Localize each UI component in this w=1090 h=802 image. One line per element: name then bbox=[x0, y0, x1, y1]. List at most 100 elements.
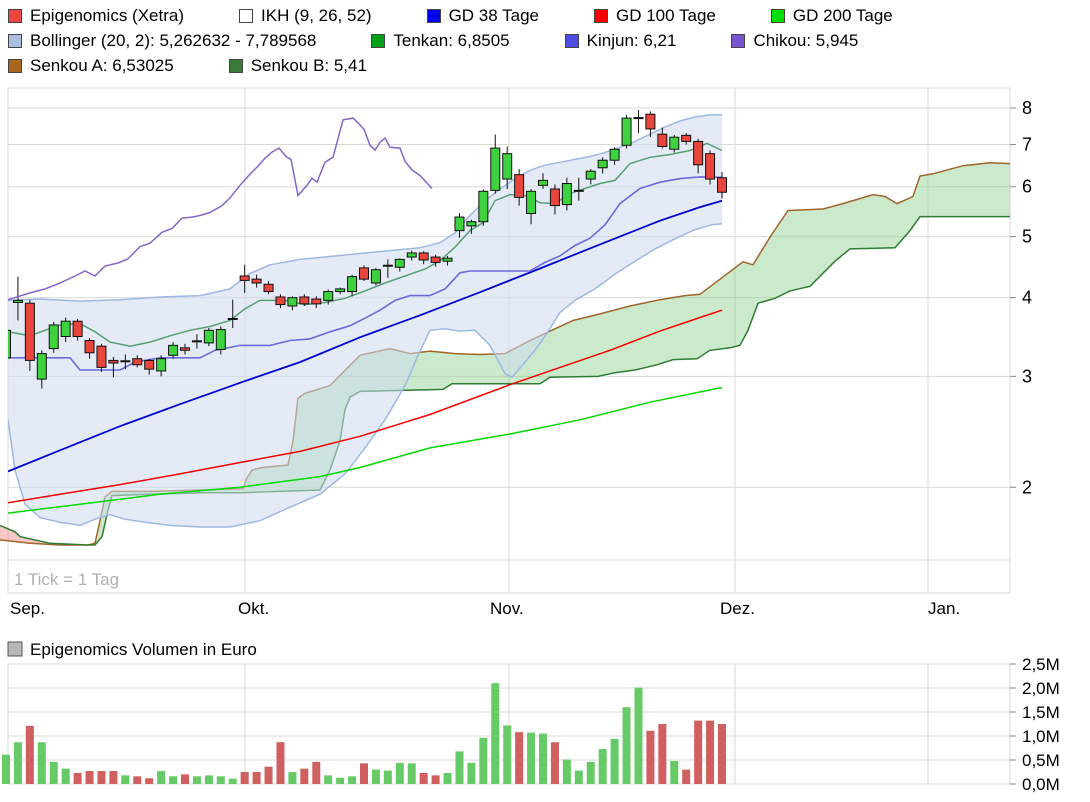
volume-bar bbox=[157, 771, 166, 784]
candle bbox=[24, 299, 35, 371]
volume-bar bbox=[336, 777, 345, 784]
chikou-line bbox=[8, 117, 433, 301]
candle bbox=[335, 287, 346, 295]
candle bbox=[215, 326, 226, 355]
legend-item-epigenomics: Epigenomics (Xetra) bbox=[8, 6, 184, 26]
volume-bar bbox=[586, 761, 595, 784]
candle bbox=[418, 251, 429, 265]
y-axis-label: 4 bbox=[1022, 288, 1032, 308]
legend-label-senkou_b: Senkou B: 5,41 bbox=[250, 56, 367, 75]
volume-bars bbox=[2, 683, 726, 784]
volume-bar bbox=[264, 766, 273, 784]
legend-label-gd38: GD 38 Tage bbox=[448, 6, 539, 25]
candle bbox=[370, 267, 381, 286]
volume-bar bbox=[25, 725, 34, 784]
volume-bar bbox=[13, 742, 22, 784]
volume-axis-label: 0,5M bbox=[1022, 751, 1060, 770]
volume-bar bbox=[718, 724, 726, 784]
volume-bar bbox=[550, 742, 559, 784]
volume-bar bbox=[407, 763, 416, 784]
volume-axis-label: 1,0M bbox=[1022, 727, 1060, 746]
volume-bar bbox=[240, 772, 249, 784]
candle bbox=[96, 343, 107, 372]
volume-bar bbox=[646, 730, 655, 784]
volume-bar bbox=[145, 778, 154, 784]
candle bbox=[502, 146, 513, 190]
volume-bar bbox=[395, 762, 404, 784]
candle bbox=[657, 127, 668, 149]
volume-bar bbox=[670, 760, 679, 784]
candle bbox=[72, 318, 83, 341]
candle bbox=[299, 294, 310, 306]
y-axis-label: 8 bbox=[1022, 98, 1032, 118]
volume-bar bbox=[288, 772, 297, 784]
volume-bar bbox=[479, 737, 488, 784]
volume-axis-label: 1,5M bbox=[1022, 703, 1060, 722]
candle bbox=[12, 276, 23, 321]
candle bbox=[191, 334, 202, 349]
legend-swatch-tenkan bbox=[371, 34, 386, 48]
candle bbox=[394, 258, 405, 272]
legend-swatch-senkou_a bbox=[8, 59, 22, 73]
footnote: 1 Tick = 1 Tag bbox=[14, 570, 119, 589]
price-y-axis: 8 7 6 5 4 3 2 bbox=[1022, 98, 1032, 497]
legend-swatch-gd100 bbox=[594, 9, 608, 23]
candle bbox=[490, 134, 501, 194]
volume-bar bbox=[85, 771, 94, 784]
candle bbox=[227, 299, 238, 329]
volume-bar bbox=[515, 732, 524, 784]
volume-bar bbox=[216, 776, 225, 784]
volume-bar bbox=[610, 738, 619, 784]
volume-bar bbox=[682, 769, 691, 784]
line-kinjun bbox=[8, 176, 723, 371]
legend-item-senkou_a: Senkou A: 6,53025 bbox=[8, 56, 174, 76]
volume-bar bbox=[634, 687, 643, 784]
candle bbox=[430, 254, 441, 267]
candle bbox=[573, 177, 584, 201]
volume-bar bbox=[49, 761, 58, 784]
legend-item-chikou: Chikou: 5,945 bbox=[731, 31, 858, 51]
candle bbox=[239, 264, 250, 293]
candle bbox=[406, 250, 417, 261]
volume-bar bbox=[276, 742, 285, 784]
legend-item-kinjun: Kinjun: 6,21 bbox=[564, 31, 676, 51]
legend-swatch-bollinger bbox=[8, 34, 22, 48]
candle bbox=[120, 354, 131, 370]
volume-bar bbox=[503, 725, 512, 784]
legend-label-chikou: Chikou: 5,945 bbox=[753, 31, 859, 50]
volume-bar bbox=[694, 720, 703, 784]
month-label: Okt. bbox=[238, 599, 269, 618]
volume-bar bbox=[467, 762, 476, 784]
tick-footnote: 1 Tick = 1 Tag bbox=[14, 570, 119, 589]
candle bbox=[8, 329, 11, 359]
legend-swatch-senkou_b bbox=[228, 59, 243, 73]
candle bbox=[526, 189, 537, 225]
candle bbox=[705, 150, 716, 185]
y-axis-label: 7 bbox=[1022, 135, 1032, 155]
month-label: Sep. bbox=[10, 599, 45, 618]
volume-bar bbox=[527, 732, 536, 784]
volume-bar bbox=[169, 776, 178, 784]
volume-bar bbox=[348, 776, 357, 784]
volume-bar bbox=[73, 772, 82, 784]
volume-legend-label: Epigenomics Volumen in Euro bbox=[30, 640, 257, 659]
volume-legend: Epigenomics Volumen in Euro bbox=[7, 640, 257, 659]
candle bbox=[311, 296, 322, 309]
legend-label-gd200: GD 200 Tage bbox=[792, 6, 893, 25]
legend-item-gd38: GD 38 Tage bbox=[426, 6, 539, 26]
legend-item-senkou_b: Senkou B: 5,41 bbox=[228, 56, 367, 76]
volume-axis-label: 0,0M bbox=[1022, 775, 1060, 794]
volume-bar bbox=[491, 683, 500, 784]
candle bbox=[585, 169, 596, 185]
candle bbox=[263, 281, 274, 295]
candle bbox=[538, 173, 548, 190]
indicator-lines bbox=[8, 142, 723, 514]
candle bbox=[203, 328, 214, 347]
candle bbox=[251, 274, 262, 288]
candle bbox=[693, 138, 704, 174]
legend-item-ikh: IKH (9, 26, 52) bbox=[239, 6, 372, 26]
volume-bar bbox=[371, 769, 380, 784]
candle bbox=[84, 338, 95, 359]
